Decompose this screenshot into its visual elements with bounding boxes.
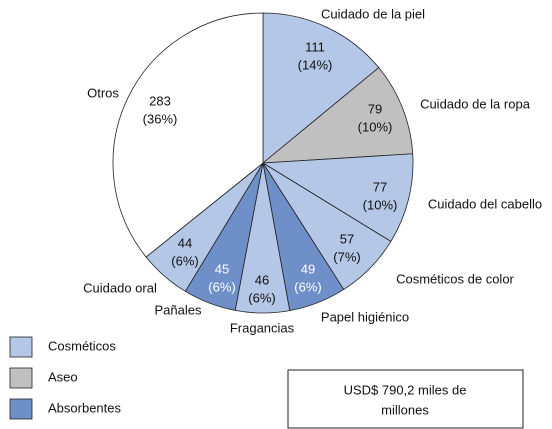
category-label: Cuidado de la ropa: [420, 96, 531, 111]
legend-label: Aseo: [48, 369, 78, 384]
value-label: 79: [368, 101, 382, 116]
value-label: 57: [340, 231, 354, 246]
percent-label: (10%): [358, 119, 393, 134]
category-label: Cosméticos de color: [396, 271, 514, 286]
percent-label: (7%): [333, 249, 360, 264]
pie-slice: [261, 153, 414, 242]
pie-slice: [261, 67, 414, 164]
total-label: millones: [381, 402, 429, 417]
pie-slice: [112, 12, 264, 258]
legend-swatch: [9, 367, 33, 389]
legend-label: Cosméticos: [48, 338, 116, 353]
percent-label: (6%): [171, 253, 198, 268]
percent-label: (10%): [363, 197, 398, 212]
total-label: USD$ 790,2 miles de: [344, 382, 467, 397]
value-label: 46: [255, 272, 269, 287]
value-label: 49: [301, 261, 315, 276]
legend-label: Absorbentes: [48, 400, 121, 415]
value-label: 44: [178, 235, 192, 250]
value-label: 283: [149, 93, 171, 108]
pie-slice: [262, 12, 380, 164]
percent-label: (6%): [294, 279, 321, 294]
legend-swatch: [9, 336, 33, 358]
category-label: Cuidado oral: [83, 280, 157, 295]
percent-label: (36%): [143, 111, 178, 126]
value-label: 111: [305, 39, 325, 54]
category-label: Papel higiénico: [321, 309, 409, 324]
category-label: Fragancias: [230, 320, 295, 335]
percent-label: (14%): [298, 57, 333, 72]
percent-label: (6%): [208, 279, 235, 294]
total-box: [287, 369, 524, 429]
category-label: Pañales: [155, 302, 202, 317]
value-label: 77: [373, 179, 387, 194]
percent-label: (6%): [248, 290, 275, 305]
legend-swatch: [9, 398, 33, 420]
category-label: Cuidado de la piel: [321, 6, 425, 21]
value-label: 45: [215, 261, 229, 276]
category-label: Cuidado del cabello: [428, 196, 542, 211]
category-label: Otros: [87, 85, 119, 100]
